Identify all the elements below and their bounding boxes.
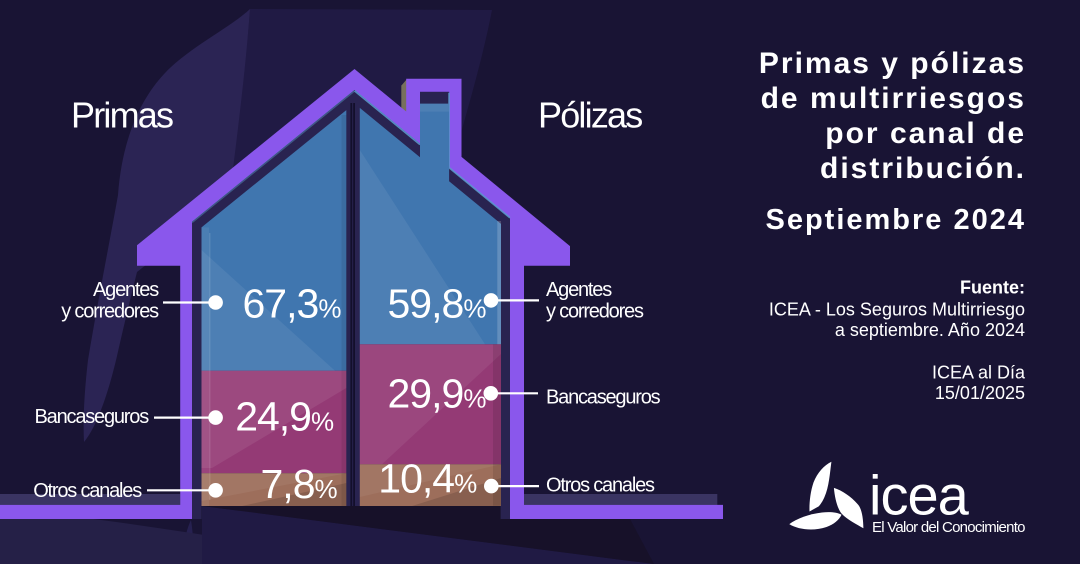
svg-text:Agentes: Agentes bbox=[93, 279, 159, 301]
svg-text:Primas y pólizas: Primas y pólizas bbox=[759, 47, 1026, 80]
svg-text:El Valor del Conocimiento: El Valor del Conocimiento bbox=[872, 519, 1025, 536]
svg-text:Fuente:: Fuente: bbox=[960, 278, 1025, 298]
svg-text:ICEA al Día: ICEA al Día bbox=[932, 363, 1026, 383]
svg-text:ICEA - Los Seguros Multirriesg: ICEA - Los Seguros Multirriesgo bbox=[769, 300, 1025, 320]
svg-text:Otros canales: Otros canales bbox=[33, 480, 142, 502]
svg-text:y corredores: y corredores bbox=[61, 301, 159, 323]
svg-text:por canal de: por canal de bbox=[825, 117, 1026, 150]
svg-text:icea: icea bbox=[869, 463, 970, 526]
svg-text:Pólizas: Pólizas bbox=[538, 95, 642, 136]
svg-text:a septiembre. Año 2024: a septiembre. Año 2024 bbox=[835, 320, 1025, 340]
svg-text:Bancaseguros: Bancaseguros bbox=[35, 406, 150, 428]
svg-text:de multirriesgos: de multirriesgos bbox=[761, 82, 1026, 115]
svg-text:Agentes: Agentes bbox=[546, 279, 612, 301]
svg-text:Primas: Primas bbox=[71, 95, 173, 136]
svg-text:Bancaseguros: Bancaseguros bbox=[546, 387, 661, 409]
svg-text:Septiembre 2024: Septiembre 2024 bbox=[765, 204, 1026, 236]
svg-text:y corredores: y corredores bbox=[546, 301, 644, 323]
svg-text:15/01/2025: 15/01/2025 bbox=[935, 383, 1025, 403]
svg-text:Otros canales: Otros canales bbox=[546, 475, 655, 497]
svg-text:distribución.: distribución. bbox=[820, 152, 1026, 185]
